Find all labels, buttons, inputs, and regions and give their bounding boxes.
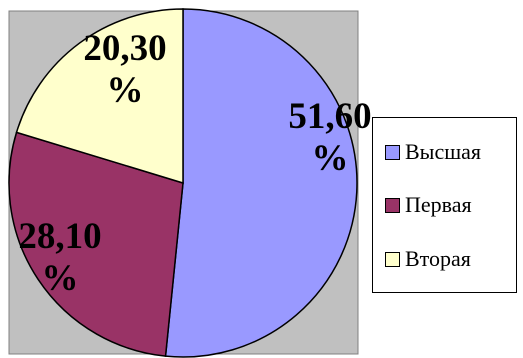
legend-swatch-vysshaya — [385, 144, 400, 160]
data-label-vysshaya-value: 51,60 — [288, 96, 371, 137]
legend-item-pervaya: Первая — [385, 191, 472, 219]
pie-plot-area: 51,60%28,10%20,30% — [8, 8, 372, 358]
pie-slice-vtoraya — [15, 8, 184, 185]
data-label-vysshaya-unit: % — [312, 138, 349, 179]
legend-swatch-vtoraya — [385, 251, 400, 267]
data-label-vtoraya-unit: % — [107, 70, 144, 111]
legend: Высшая Первая Вторая — [372, 117, 517, 293]
data-label-pervaya-unit: % — [42, 258, 79, 299]
data-label-pervaya-value: 28,10 — [18, 216, 101, 257]
legend-label-vtoraya: Вторая — [405, 246, 471, 271]
legend-swatch-pervaya — [385, 197, 400, 213]
legend-label-pervaya: Первая — [405, 192, 472, 217]
legend-item-vysshaya: Высшая — [385, 138, 481, 166]
pie-slice-pervaya — [8, 131, 184, 357]
legend-item-vtoraya: Вторая — [385, 245, 471, 273]
legend-label-vysshaya: Высшая — [405, 139, 482, 164]
pie-slice-vysshaya — [164, 8, 358, 358]
data-label-vtoraya-value: 20,30 — [83, 28, 166, 69]
